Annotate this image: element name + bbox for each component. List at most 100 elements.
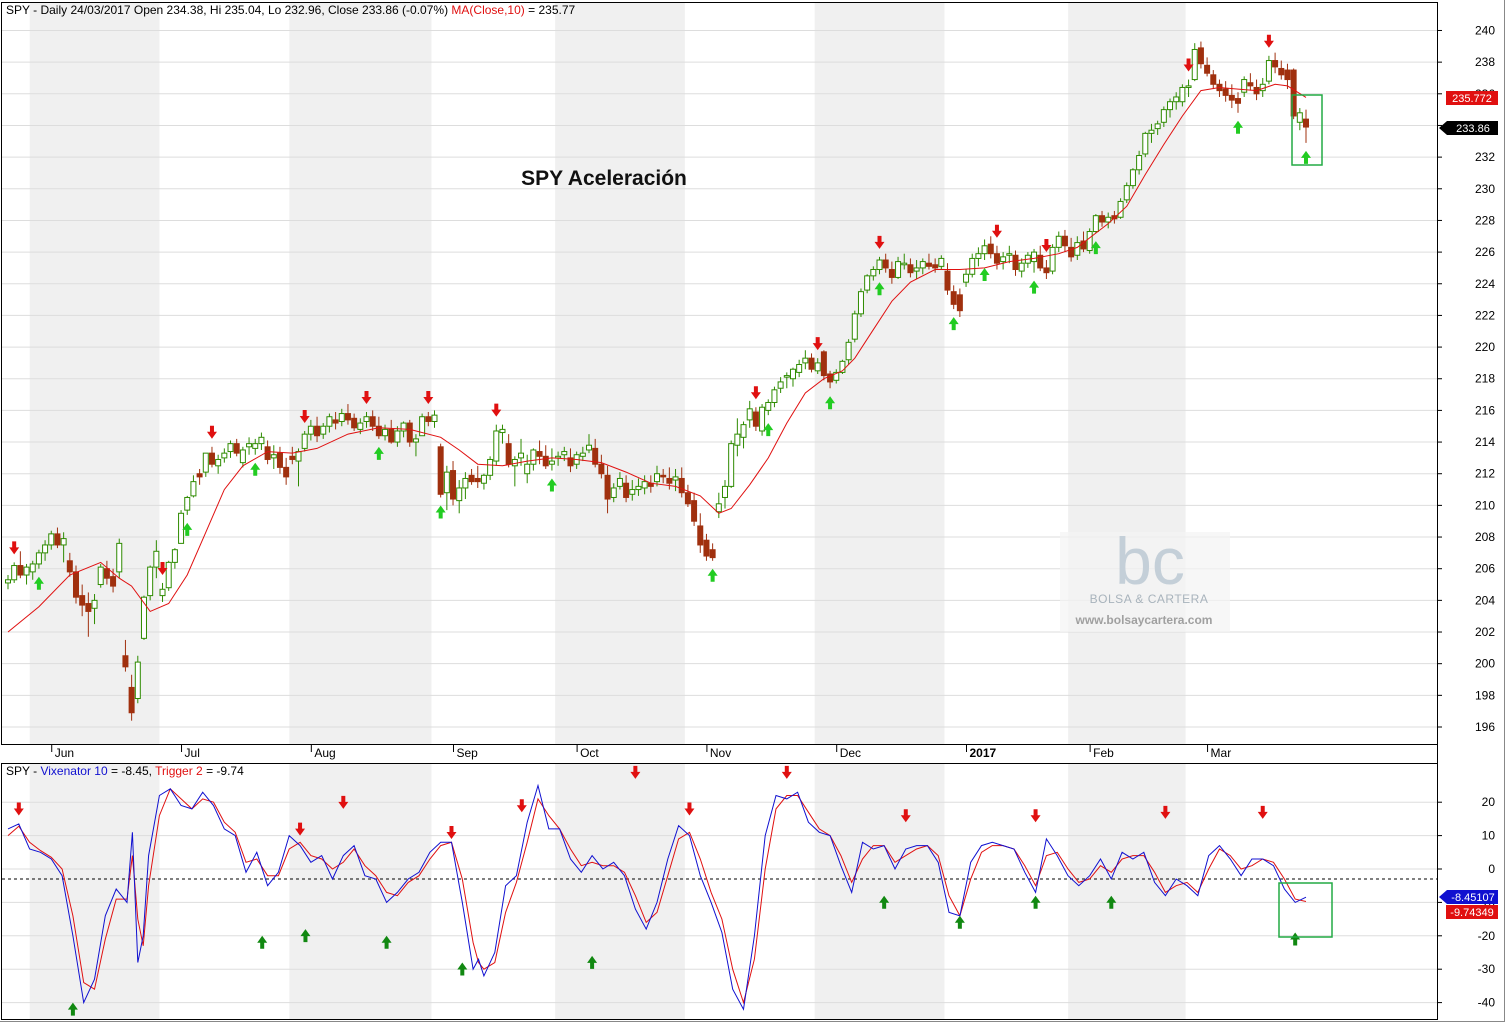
candle-up bbox=[147, 566, 154, 597]
month-band-price bbox=[1068, 3, 1186, 744]
trig-tag-value: -9.74349 bbox=[1450, 907, 1493, 919]
candle-down bbox=[1204, 64, 1211, 74]
candle-up bbox=[48, 533, 55, 546]
candle-down bbox=[314, 425, 321, 437]
candle-down bbox=[623, 482, 630, 498]
candle-up bbox=[870, 269, 877, 277]
candle-up bbox=[258, 436, 265, 445]
osc-sell-signal-arrow bbox=[1160, 805, 1171, 819]
price-tick-label: 200 bbox=[1475, 657, 1495, 671]
candle-up bbox=[227, 443, 234, 453]
candle-up bbox=[1136, 155, 1143, 171]
candle-up bbox=[165, 561, 172, 589]
candle-up bbox=[845, 341, 852, 361]
candle-down bbox=[1210, 74, 1217, 85]
candle-down bbox=[437, 446, 444, 495]
candle-up bbox=[851, 313, 858, 340]
sell-signal-arrow bbox=[1041, 239, 1052, 253]
candle-up bbox=[431, 414, 438, 422]
candle-up bbox=[412, 438, 419, 443]
buy-signal-arrow bbox=[1233, 120, 1244, 134]
price-tick-label: 212 bbox=[1475, 467, 1495, 481]
sell-signal-arrow bbox=[1263, 34, 1274, 48]
candle-down bbox=[1061, 235, 1068, 247]
candle-up bbox=[1055, 235, 1062, 248]
trigger-value: = -9.74 bbox=[206, 764, 244, 778]
candle-up bbox=[1142, 132, 1149, 155]
candle-down bbox=[128, 686, 135, 714]
candle-up bbox=[363, 416, 370, 422]
osc-sell-signal-arrow bbox=[295, 822, 306, 836]
candle-up bbox=[740, 424, 747, 438]
candle-up bbox=[215, 458, 222, 467]
candle-down bbox=[1099, 215, 1106, 223]
candle-down bbox=[1278, 67, 1285, 76]
candle-up bbox=[487, 458, 494, 476]
candle-up bbox=[1086, 231, 1093, 252]
candle-up bbox=[252, 443, 259, 449]
sell-signal-arrow bbox=[812, 337, 823, 351]
candle-down bbox=[808, 357, 815, 370]
price-signal-arrows bbox=[9, 34, 1311, 590]
candle-down bbox=[1228, 94, 1235, 101]
month-shading bbox=[29, 3, 1186, 1019]
sell-signal-arrow bbox=[423, 390, 434, 404]
sell-signal-arrow bbox=[750, 386, 761, 400]
candle-down bbox=[1068, 246, 1075, 258]
osc-tick-label: 20 bbox=[1482, 795, 1496, 809]
candle-up bbox=[783, 375, 790, 378]
sell-signal-arrow bbox=[157, 561, 168, 575]
candle-up bbox=[938, 257, 945, 267]
candle-up bbox=[561, 451, 568, 456]
candle-up bbox=[239, 449, 246, 464]
candle-up bbox=[202, 452, 209, 473]
month-label: Jul bbox=[185, 746, 200, 760]
oscillator-signal-arrows bbox=[13, 765, 1301, 1032]
gridlines bbox=[2, 29, 1437, 1004]
candle-up bbox=[771, 389, 778, 403]
candle-up bbox=[1296, 112, 1303, 123]
buy-signal-arrow bbox=[1029, 280, 1040, 294]
candle-up bbox=[981, 245, 988, 255]
buy-signal-arrow bbox=[546, 478, 557, 492]
candle-up bbox=[462, 477, 469, 489]
candle-down bbox=[344, 413, 351, 421]
candle-down bbox=[474, 477, 481, 483]
candle-up bbox=[270, 454, 277, 459]
candle-up bbox=[672, 476, 679, 481]
price-tick-label: 210 bbox=[1475, 498, 1495, 512]
candle-down bbox=[888, 269, 895, 278]
month-band-price bbox=[289, 3, 432, 744]
candle-up bbox=[1018, 262, 1025, 272]
candle-up bbox=[394, 430, 401, 443]
candle-up bbox=[530, 449, 537, 465]
candle-up bbox=[116, 542, 123, 573]
osc-tick-label: -30 bbox=[1478, 962, 1496, 976]
candle-down bbox=[752, 411, 759, 427]
candle-down bbox=[882, 259, 889, 269]
watermark-name: BOLSA & CARTERA bbox=[1090, 592, 1209, 606]
candle-down bbox=[233, 443, 240, 454]
sell-signal-arrow bbox=[9, 541, 20, 555]
buy-signal-arrow bbox=[979, 268, 990, 282]
month-band-price bbox=[29, 3, 160, 744]
candle-down bbox=[122, 655, 129, 668]
candle-down bbox=[684, 492, 691, 505]
candle-up bbox=[134, 661, 141, 700]
candle-up bbox=[326, 416, 333, 427]
osc-tick-label: -40 bbox=[1478, 996, 1496, 1010]
candle-up bbox=[833, 371, 840, 381]
trigger-value-tag: -9.74349 bbox=[1446, 905, 1498, 919]
candle-up bbox=[499, 428, 506, 434]
candle-up bbox=[1173, 96, 1180, 103]
candle-up bbox=[857, 291, 864, 315]
candle-up bbox=[140, 596, 147, 639]
candle-down bbox=[542, 455, 549, 467]
candle-down bbox=[1037, 254, 1044, 269]
candle-up bbox=[969, 257, 976, 275]
candle-up bbox=[919, 261, 926, 269]
candle-down bbox=[1247, 82, 1254, 87]
price-tick-label: 222 bbox=[1475, 308, 1495, 322]
candle-up bbox=[789, 368, 796, 380]
